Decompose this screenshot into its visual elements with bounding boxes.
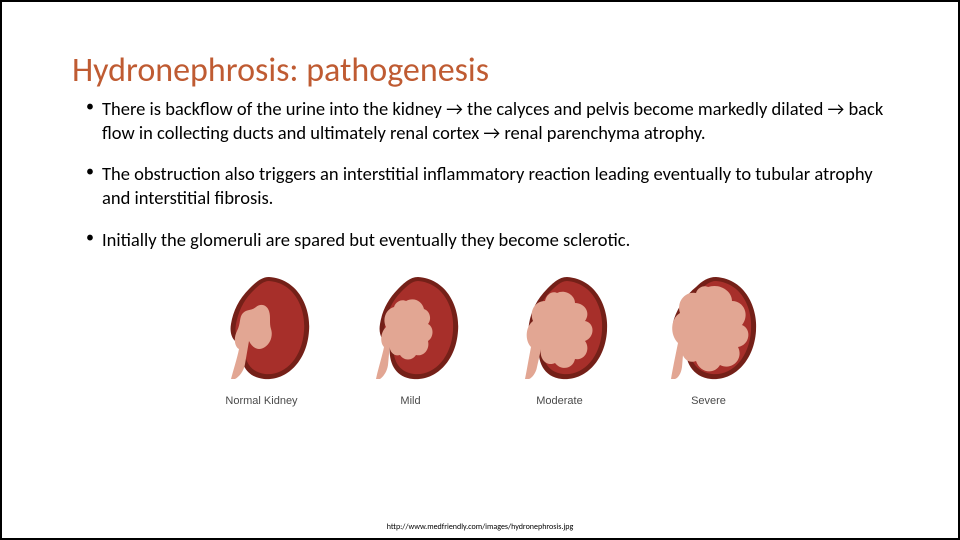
kidney-moderate: Moderate [507, 269, 612, 407]
slide-title: Hydronephrosis: pathogenesis [72, 50, 898, 91]
kidney-mild: Mild [358, 269, 463, 407]
bullet-item: There is backflow of the urine into the … [72, 97, 898, 144]
kidney-severe-icon [656, 269, 761, 389]
kidney-label: Moderate [536, 395, 582, 407]
kidney-severe: Severe [656, 269, 761, 407]
kidney-normal-icon [209, 269, 314, 389]
bullet-item: The obstruction also triggers an interst… [72, 162, 898, 209]
kidney-mild-icon [358, 269, 463, 389]
kidney-figure-row: Normal Kidney Mild Moderate [72, 269, 898, 407]
kidney-label: Normal Kidney [225, 395, 297, 407]
kidney-moderate-icon [507, 269, 612, 389]
bullet-list: There is backflow of the urine into the … [72, 97, 898, 251]
kidney-normal: Normal Kidney [209, 269, 314, 407]
slide-frame: Hydronephrosis: pathogenesis There is ba… [0, 0, 960, 540]
kidney-label: Severe [691, 395, 726, 407]
bullet-item: Initially the glomeruli are spared but e… [72, 228, 898, 252]
kidney-label: Mild [400, 395, 420, 407]
source-url: http://www.medfriendly.com/images/hydron… [2, 522, 958, 532]
